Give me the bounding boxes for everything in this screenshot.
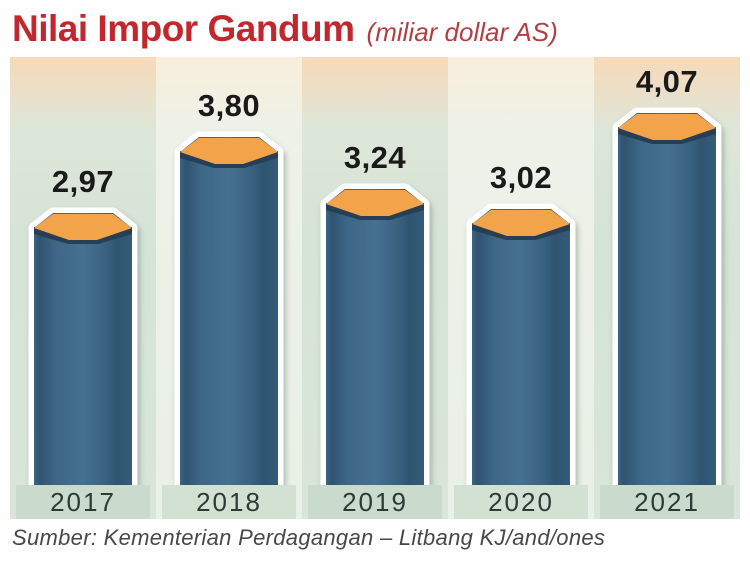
year-label-2020: 2020 [454, 485, 588, 519]
bar-2020 [466, 203, 576, 485]
chart-column-2020: 3,02 2020 [448, 57, 594, 519]
bar-chart: 2,97 2017 3,80 2018 3,24 2019 3,02 2020 4,07 2021 [10, 57, 740, 519]
value-label-2021: 4,07 [635, 63, 699, 99]
chart-column-2019: 3,24 2019 [302, 57, 448, 519]
chart-subtitle: (miliar dollar AS) [366, 17, 558, 47]
value-label-2020: 3,02 [489, 159, 553, 195]
bar-2017 [28, 207, 138, 485]
year-label-2019: 2019 [308, 485, 442, 519]
chart-column-2017: 2,97 2017 [10, 57, 156, 519]
bar-2019 [320, 183, 430, 485]
chart-column-2018: 3,80 2018 [156, 57, 302, 519]
bar-2018 [174, 131, 284, 485]
value-label-2017: 2,97 [51, 163, 115, 199]
chart-title: Nilai Impor Gandum [12, 8, 355, 49]
value-label-2019: 3,24 [343, 139, 407, 175]
source-note: Sumber: Kementerian Perdagangan – Litban… [12, 525, 606, 550]
chart-header: Nilai Impor Gandum (miliar dollar AS) [12, 8, 742, 50]
year-label-2017: 2017 [16, 485, 150, 519]
bar-2021 [612, 107, 722, 485]
value-label-2018: 3,80 [197, 87, 261, 123]
year-label-2018: 2018 [162, 485, 296, 519]
year-label-2021: 2021 [600, 485, 734, 519]
chart-column-2021: 4,07 2021 [594, 57, 740, 519]
